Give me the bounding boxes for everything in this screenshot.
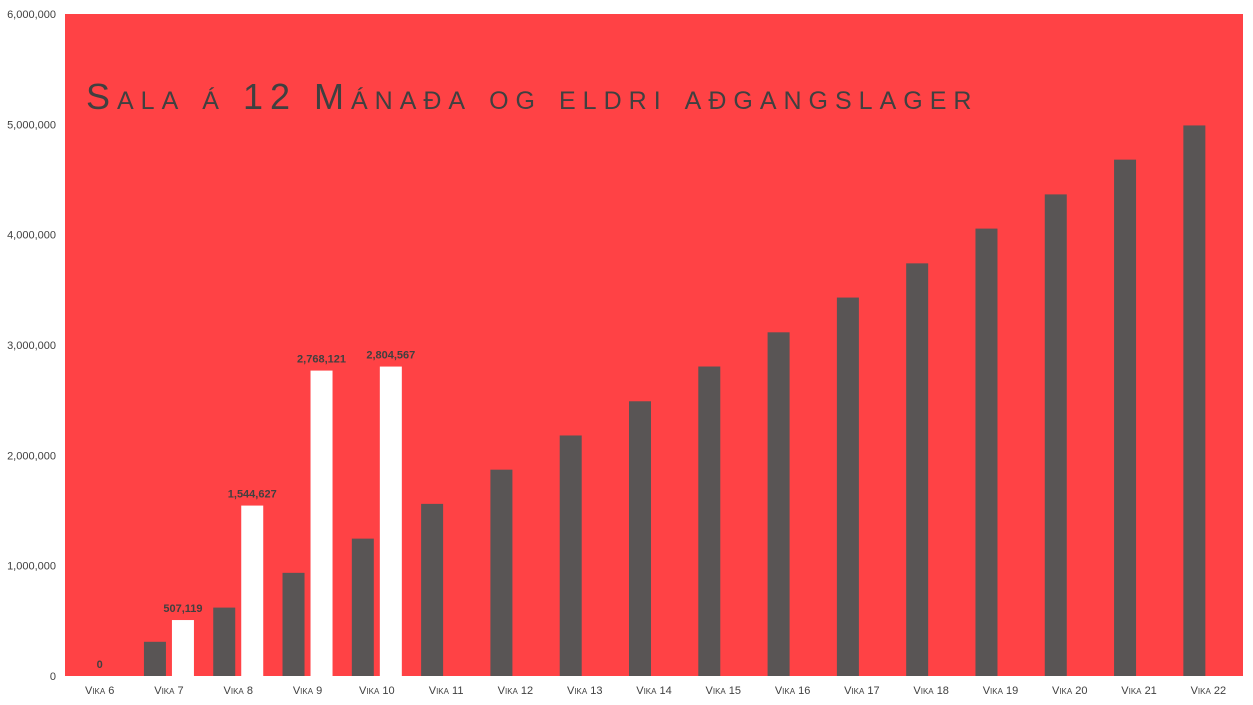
y-tick-label: 4,000,000: [7, 230, 56, 242]
x-tick-label: Vika 9: [293, 685, 322, 697]
data-label: 507,119: [163, 603, 202, 615]
x-tick-label: Vika 21: [1121, 685, 1157, 697]
bar: [559, 435, 582, 676]
x-tick-label: Vika 16: [775, 685, 811, 697]
x-tick-label: Vika 13: [567, 685, 603, 697]
bar: [1183, 125, 1206, 677]
y-tick-label: 6,000,000: [7, 9, 56, 21]
x-tick-label: Vika 6: [85, 685, 114, 697]
x-tick-label: Vika 7: [154, 685, 183, 697]
x-axis: Vika 6 Vika 7 Vika 8 Vika 9 Vika 10 Vika 11 Vi…: [85, 685, 1226, 697]
x-tick-label: Vika 11: [429, 685, 464, 697]
x-tick-label: Vika 15: [706, 685, 742, 697]
bar: [629, 401, 651, 676]
bar: [282, 572, 305, 676]
bar: [1114, 159, 1137, 676]
chart-title: Sala á 12 Mánaða og eldri aðgangslager: [86, 76, 979, 117]
bar: [421, 503, 444, 676]
data-label: 2,768,121: [297, 354, 346, 366]
data-label: 2,804,567: [366, 350, 415, 362]
x-tick-label: Vika 18: [913, 685, 949, 697]
y-tick-label: 1,000,000: [7, 561, 56, 573]
bar: [213, 607, 236, 676]
data-label: 1,544,627: [228, 489, 277, 501]
x-tick-label: Vika 22: [1191, 685, 1227, 697]
y-tick-label: 0: [50, 671, 56, 683]
bar: [351, 538, 374, 676]
x-tick-label: Vika 12: [498, 685, 534, 697]
y-tick-label: 2,000,000: [7, 450, 56, 462]
bar: [906, 263, 929, 676]
y-tick-label: 5,000,000: [7, 119, 56, 131]
bar: [171, 620, 194, 676]
bar: [143, 641, 166, 676]
x-tick-label: Vika 20: [1052, 685, 1088, 697]
bar: [241, 505, 264, 676]
bar: [767, 332, 790, 676]
x-tick-label: Vika 8: [224, 685, 253, 697]
x-tick-label: Vika 19: [983, 685, 1019, 697]
x-tick-label: Vika 14: [636, 685, 672, 697]
data-label: 0: [97, 659, 103, 671]
bars: [143, 125, 1206, 677]
y-tick-label: 3,000,000: [7, 340, 56, 352]
x-tick-label: Vika 17: [844, 685, 880, 697]
bar: [379, 366, 402, 676]
bar: [310, 370, 333, 676]
bar: [490, 469, 513, 676]
bar: [698, 366, 721, 676]
y-axis: 0 1,000,000 2,000,000 3,000,000 4,000,000 5,0…: [7, 9, 56, 683]
bar: [975, 228, 998, 676]
bar: [1044, 194, 1067, 676]
data-labels: 0 507,119 1,544,627 2,768,121 2,804,567: [97, 350, 416, 671]
x-tick-label: Vika 10: [359, 685, 395, 697]
bar: [836, 297, 859, 676]
